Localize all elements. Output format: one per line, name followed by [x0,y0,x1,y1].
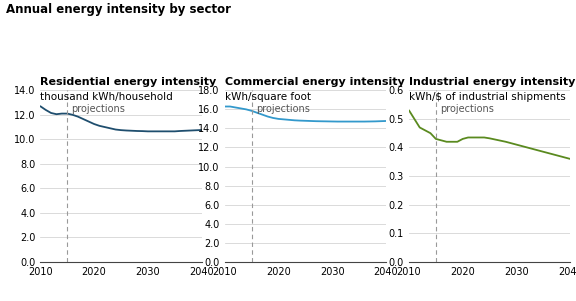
Text: Industrial energy intensity: Industrial energy intensity [409,77,575,87]
Text: Annual energy intensity by sector: Annual energy intensity by sector [6,3,231,16]
Text: thousand kWh/household: thousand kWh/household [40,92,173,102]
Text: projections: projections [256,104,310,114]
Text: kWh/square foot: kWh/square foot [225,92,310,102]
Text: projections: projections [440,104,494,114]
Text: Residential energy intensity: Residential energy intensity [40,77,217,87]
Text: kWh/$ of industrial shipments: kWh/$ of industrial shipments [409,92,566,102]
Text: projections: projections [71,104,126,114]
Text: Commercial energy intensity: Commercial energy intensity [225,77,404,87]
